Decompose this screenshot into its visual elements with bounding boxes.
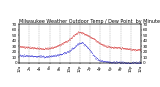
Text: Milwaukee Weather Outdoor Temp / Dew Point  by Minute  (24 Hours) (Alternate): Milwaukee Weather Outdoor Temp / Dew Poi… bbox=[19, 19, 160, 24]
